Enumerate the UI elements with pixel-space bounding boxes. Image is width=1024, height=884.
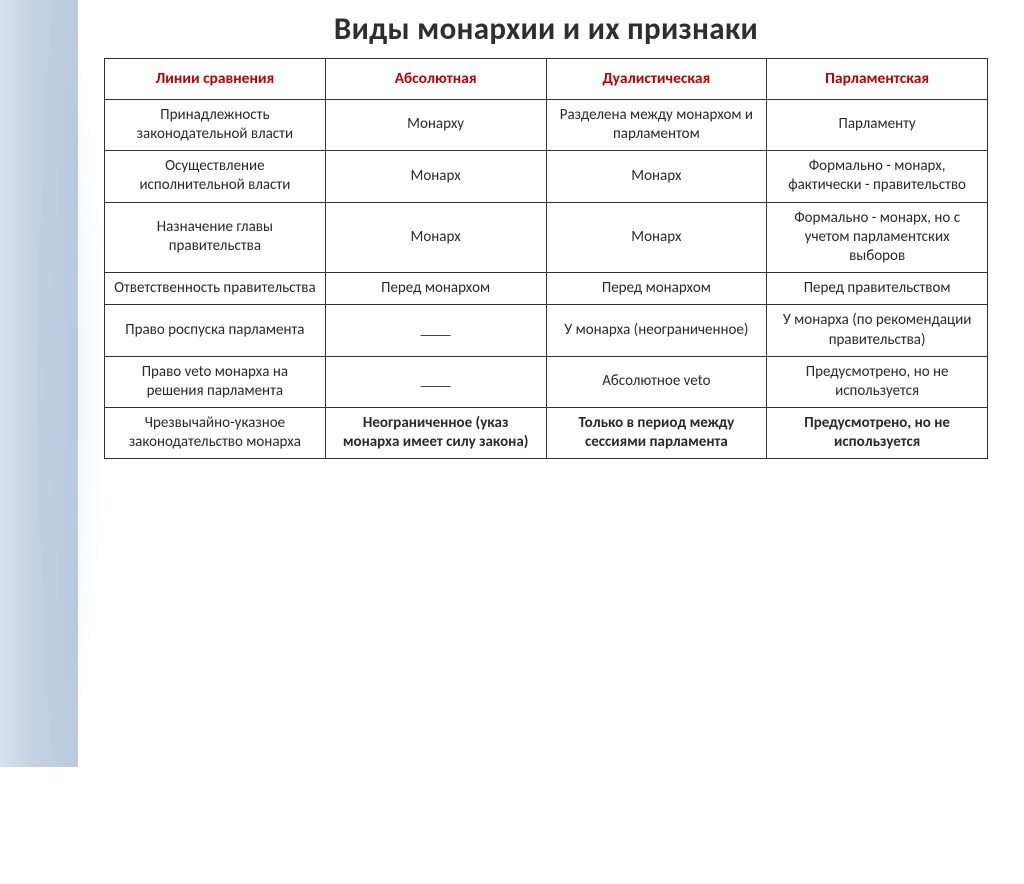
cell: Формально - монарх, но с учетом парламен… [767,202,988,273]
row-label: Право veto монарха на решения парламента [105,356,326,407]
table-row: Принадлежность законодательной власти Мо… [105,99,988,150]
cell: Парламенту [767,99,988,150]
cell: ____ [325,356,546,407]
table-row: Чрезвычайно-указное законодательство мон… [105,408,988,459]
cell: Перед монархом [325,273,546,305]
cell: Формально - монарх, фактически - правите… [767,151,988,202]
row-label: Назначение главы правительства [105,202,326,273]
cell: Перед правительством [767,273,988,305]
cell: У монарха (по рекомендации правительства… [767,305,988,356]
cell: Монарх [546,151,767,202]
header-col4: Парламентская [767,59,988,100]
cell: Разделена между монархом и парламентом [546,99,767,150]
cell: Монарху [325,99,546,150]
row-label: Принадлежность законодательной власти [105,99,326,150]
cell: ____ [325,305,546,356]
table-row: Назначение главы правительства Монарх Мо… [105,202,988,273]
slide-title: Виды монархии и их признаки [104,10,988,48]
slide-content: Виды монархии и их признаки Линии сравне… [78,0,1024,767]
cell: Перед монархом [546,273,767,305]
table-header-row: Линии сравнения Абсолютная Дуалистическа… [105,59,988,100]
table-row: Ответственность правительства Перед мона… [105,273,988,305]
comparison-table: Линии сравнения Абсолютная Дуалистическа… [104,58,988,459]
cell: Предусмотрено, но не используется [767,408,988,459]
cell: Монарх [546,202,767,273]
cell: Монарх [325,202,546,273]
cell: Монарх [325,151,546,202]
row-label: Осуществление исполнительной власти [105,151,326,202]
cell: Абсолютное veto [546,356,767,407]
header-col2: Абсолютная [325,59,546,100]
cell: У монарха (неограниченное) [546,305,767,356]
row-label: Чрезвычайно-указное законодательство мон… [105,408,326,459]
table-row: Право veto монарха на решения парламента… [105,356,988,407]
table-body: Принадлежность законодательной власти Мо… [105,99,988,459]
header-col3: Дуалистическая [546,59,767,100]
cell: Предусмотрено, но не используется [767,356,988,407]
cell: Только в период между сессиями парламент… [546,408,767,459]
table-row: Осуществление исполнительной власти Мона… [105,151,988,202]
table-row: Право роспуска парламента ____ У монарха… [105,305,988,356]
row-label: Ответственность правительства [105,273,326,305]
row-label: Право роспуска парламента [105,305,326,356]
header-col1: Линии сравнения [105,59,326,100]
slide-sidebar [0,0,78,767]
cell: Неограниченное (указ монарха имеет силу … [325,408,546,459]
